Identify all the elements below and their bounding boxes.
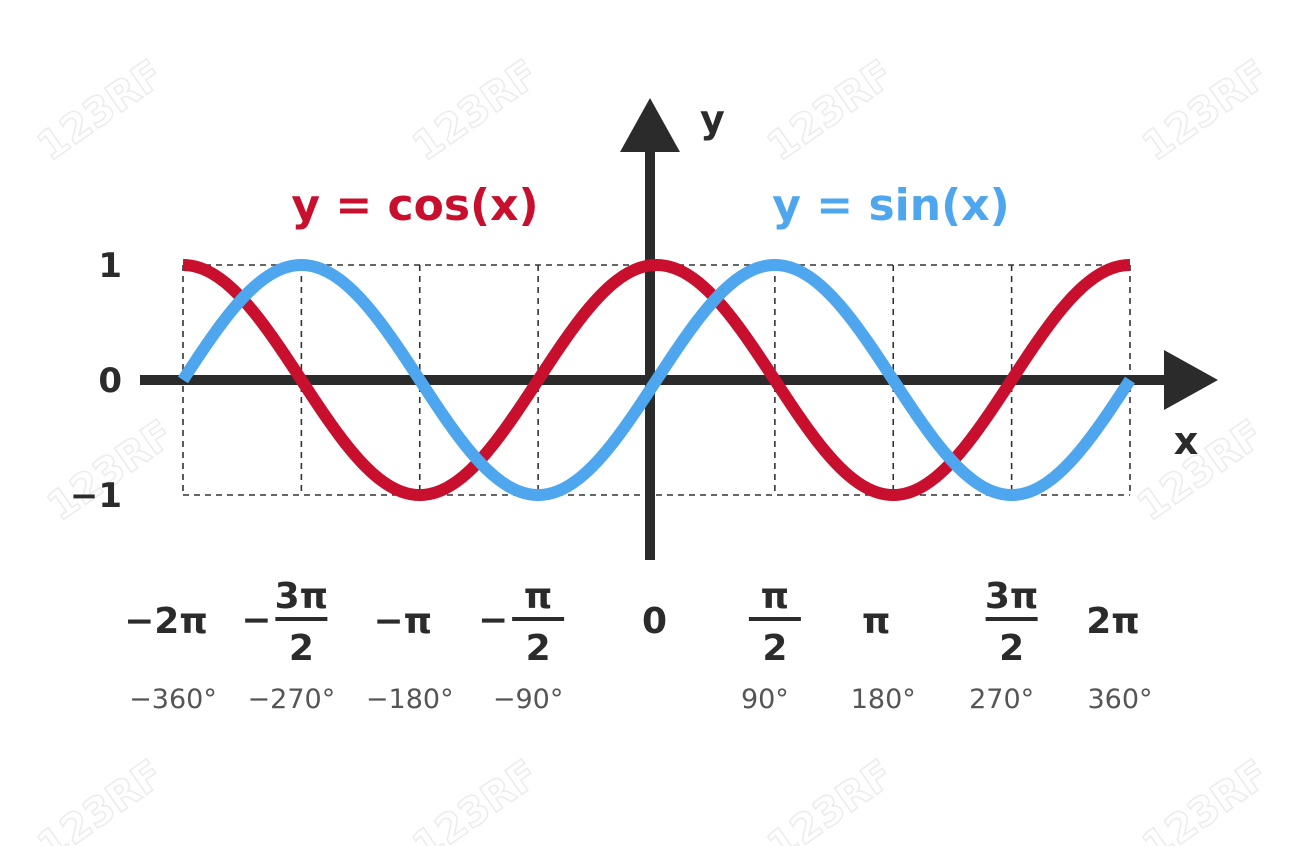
x-tick-sign: −: [241, 600, 271, 641]
watermark-mark: 123RF: [404, 51, 548, 172]
watermark-text: 123RF: [1129, 411, 1271, 530]
watermark-mark: 123RF: [759, 51, 903, 172]
watermark-text: 123RF: [759, 51, 901, 170]
watermark-text: 123RF: [759, 751, 901, 846]
x-tick: −2π −360°: [124, 601, 217, 715]
watermark-mark: 123RF: [1134, 51, 1278, 172]
x-tick-labels: −2π−360°3π2−−270°−π−180°π2−−90°0π290°π18…: [124, 576, 1152, 715]
watermark-mark: 123RF: [759, 751, 903, 846]
x-tick-label: 2π: [1086, 601, 1140, 642]
x-tick-numerator: 3π: [275, 576, 329, 617]
labels: y x y = cos(x) y = sin(x): [291, 97, 1198, 463]
y-axis-arrow: [620, 98, 680, 152]
x-tick-label: π: [862, 601, 890, 642]
watermark-text: 123RF: [1134, 751, 1276, 846]
x-tick: 3π 2 270°: [969, 576, 1038, 715]
curves: [177, 258, 1136, 502]
watermark-text: 123RF: [1134, 51, 1276, 170]
x-tick-degree: 180°: [851, 684, 916, 715]
watermark-mark: 123RF: [1129, 411, 1273, 532]
y-tick-label: −1: [70, 476, 122, 516]
x-tick: 2π 360°: [1086, 601, 1152, 715]
x-tick: π 180°: [851, 601, 916, 715]
x-tick-degree: 270°: [969, 684, 1034, 715]
x-tick-label: 0: [642, 601, 667, 642]
x-tick-degree: −270°: [248, 684, 336, 715]
x-tick-degree: −180°: [366, 684, 454, 715]
watermark-mark: 123RF: [404, 751, 548, 846]
watermark-text: 123RF: [404, 751, 546, 846]
watermark-mark: 123RF: [1134, 751, 1278, 846]
y-axis-label: y: [700, 97, 725, 141]
x-tick: 3π 2− −270°: [241, 576, 335, 715]
x-tick: π 2 90°: [741, 576, 801, 715]
x-tick-numerator: π: [524, 576, 552, 617]
sin-series-label: y = sin(x): [772, 180, 1009, 231]
x-tick-denominator: 2: [762, 628, 787, 669]
y-tick-label: 1: [98, 246, 122, 286]
x-tick: π 2− −90°: [478, 576, 565, 715]
cos-series-line: [182, 258, 1131, 502]
x-tick-denominator: 2: [289, 628, 314, 669]
watermark-mark: 123RF: [29, 751, 173, 846]
cos-series-label: y = cos(x): [291, 180, 538, 231]
y-tick-label: 0: [98, 361, 122, 401]
x-axis-label: x: [1174, 419, 1199, 463]
x-tick-label: −π: [373, 601, 432, 642]
x-tick-numerator: π: [761, 576, 789, 617]
sin-series-line: [177, 258, 1136, 502]
x-axis-arrow: [1164, 350, 1218, 410]
x-tick-degree: −360°: [129, 684, 217, 715]
x-tick-degree: 360°: [1087, 684, 1152, 715]
x-tick-denominator: 2: [999, 628, 1024, 669]
y-tick-labels: 1 0 −1: [70, 246, 122, 516]
x-tick-sign: −: [478, 600, 508, 641]
x-tick-denominator: 2: [526, 628, 551, 669]
watermark-text: 123RF: [29, 51, 171, 170]
watermark-text: 123RF: [29, 751, 171, 846]
x-tick: −π −180°: [366, 601, 454, 715]
x-tick: 0: [642, 601, 667, 642]
x-tick-degree: 90°: [741, 684, 789, 715]
watermark-mark: 123RF: [29, 51, 173, 172]
x-tick-degree: −90°: [493, 684, 563, 715]
x-tick-label: −2π: [124, 601, 208, 642]
watermark-text: 123RF: [404, 51, 546, 170]
x-tick-numerator: 3π: [985, 576, 1039, 617]
